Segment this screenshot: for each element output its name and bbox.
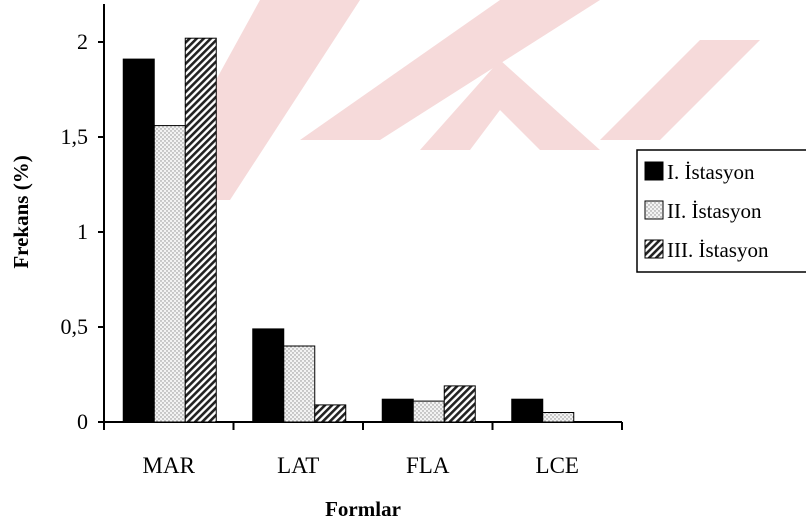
bar-mar-series-1: [122, 58, 155, 423]
y-tick-label: 0,5: [61, 314, 89, 339]
y-axis-title: Frekans (%): [9, 155, 33, 268]
y-tick-label: 1,5: [61, 124, 89, 149]
legend-label: III. İstasyon: [667, 238, 769, 262]
bar-lat-series-2: [283, 345, 316, 423]
bar-lce-series-1: [511, 398, 544, 423]
bar-fla-series-3: [443, 385, 476, 423]
legend-label: II. İstasyon: [667, 199, 762, 223]
legend-swatch: [644, 161, 664, 181]
category-labels: MAR LAT FLA LCE: [143, 453, 579, 478]
bar-mar-series-2: [153, 125, 186, 423]
x-tick-label: MAR: [143, 453, 196, 478]
x-tick-label: FLA: [406, 453, 450, 478]
bar-mar-series-3: [184, 37, 217, 423]
bars: [122, 37, 575, 423]
bar-lat-series-3: [314, 404, 347, 423]
bar-fla-series-1: [381, 398, 414, 423]
bar-lce-series-2: [542, 412, 575, 423]
x-tick-label: LCE: [536, 453, 579, 478]
x-tick-label: LAT: [277, 453, 319, 478]
y-axis: 0 0,5 1 1,5 2: [61, 4, 105, 434]
bar-lat-series-1: [252, 328, 285, 423]
x-axis-title: Formlar: [325, 497, 401, 521]
x-axis: [103, 421, 623, 430]
legend-label: I. İstasyon: [667, 160, 755, 184]
legend-swatch: [644, 200, 664, 220]
y-tick-label: 1: [77, 219, 88, 244]
y-tick-label: 0: [77, 409, 88, 434]
legend-box: [636, 149, 806, 273]
y-tick-label: 2: [77, 29, 88, 54]
legend-swatch: [644, 239, 664, 259]
bar-fla-series-2: [412, 400, 445, 423]
legend: I. İstasyon II. İstasyon III. İstasyon: [636, 149, 806, 273]
